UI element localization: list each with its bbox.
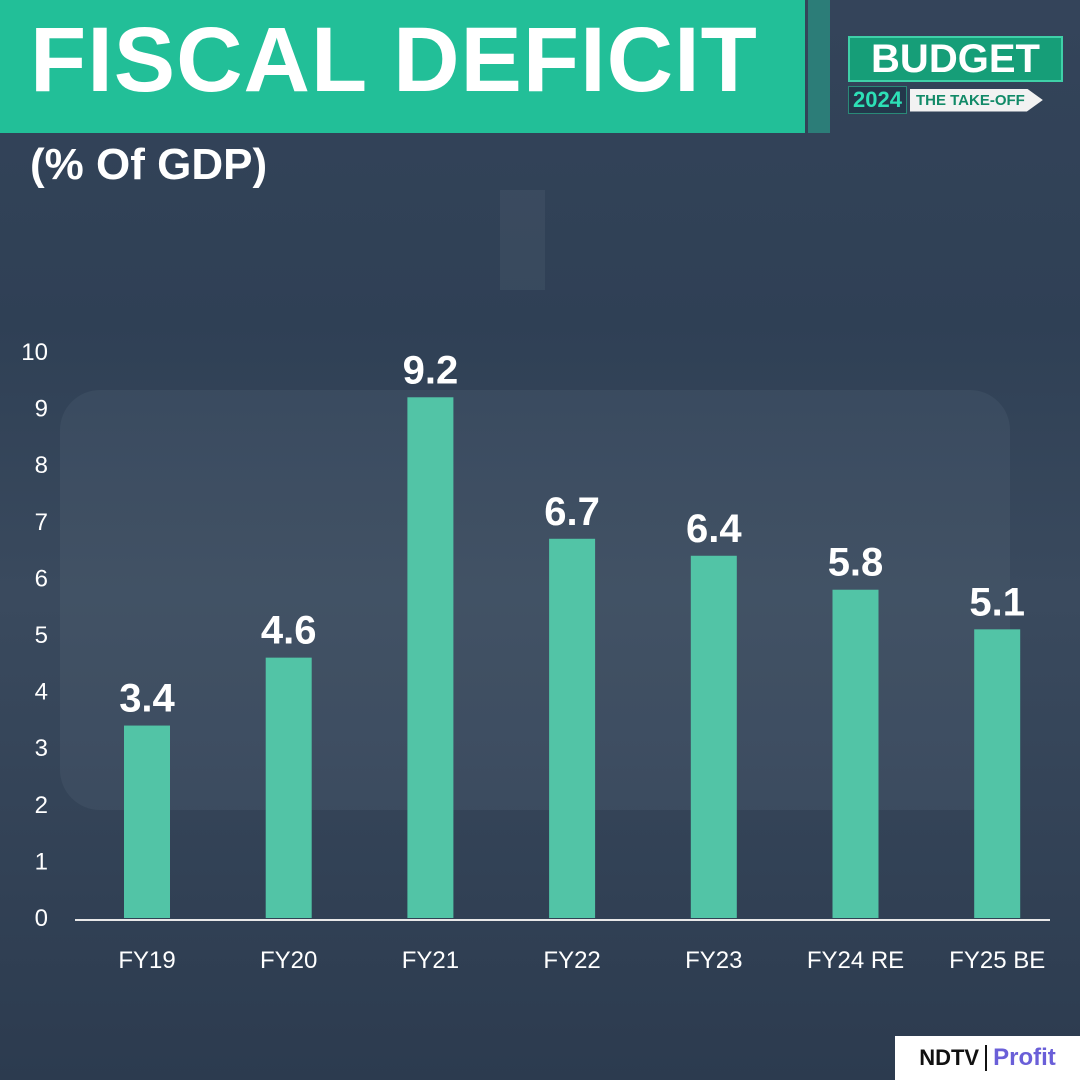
x-tick-label: FY21	[402, 947, 459, 974]
y-tick-label: 7	[35, 509, 48, 536]
y-tick-label: 6	[35, 565, 48, 592]
bar-fy21	[407, 397, 454, 918]
x-tick-label: FY25 BE	[949, 947, 1045, 974]
logo-profit: Profit	[993, 1044, 1056, 1071]
logo-tagline: THE TAKE-OFF	[909, 88, 1043, 112]
x-tick-label: FY23	[685, 947, 742, 974]
x-tick-label: FY24 RE	[807, 947, 904, 974]
logo-separator	[985, 1045, 988, 1071]
y-tick-label: 3	[35, 735, 48, 762]
y-tick-label: 4	[35, 679, 48, 706]
y-tick-label: 0	[35, 905, 48, 932]
bar-fy19	[124, 725, 170, 918]
logo-year: 2024	[848, 86, 907, 114]
data-label: 3.4	[119, 677, 175, 721]
bar-fy25-be	[974, 629, 1021, 918]
y-tick-label: 5	[35, 622, 48, 649]
chart-title: FISCAL DEFICIT	[30, 9, 758, 111]
y-tick-label: 1	[35, 848, 48, 875]
data-label: 9.2	[403, 348, 459, 392]
ndtv-profit-logo: NDTV Profit	[895, 1036, 1080, 1080]
data-label: 5.8	[828, 541, 884, 585]
y-tick-label: 8	[35, 452, 48, 479]
y-tick-label: 9	[35, 396, 48, 423]
chart-subtitle: (% Of GDP)	[30, 140, 268, 189]
budget-2024-logo: BUDGET 2024 THE TAKE-OFF	[848, 36, 1063, 114]
bar-fy22	[549, 538, 596, 918]
data-label: 4.6	[261, 609, 317, 653]
data-label: 5.1	[969, 580, 1025, 624]
bar-fy24-re	[832, 589, 879, 918]
y-tick-label: 10	[21, 339, 48, 366]
x-tick-label: FY22	[543, 947, 600, 974]
bar-fy20	[265, 657, 312, 918]
logo-ndtv: NDTV	[919, 1045, 980, 1070]
banner-strip	[808, 0, 830, 133]
background-building	[500, 190, 545, 290]
x-tick-label: FY20	[260, 947, 317, 974]
data-label: 6.4	[686, 507, 742, 551]
logo-budget: BUDGET	[848, 36, 1063, 82]
data-label: 6.7	[544, 490, 600, 534]
y-tick-label: 2	[35, 792, 48, 819]
bar-fy23	[690, 555, 737, 918]
title-banner: FISCAL DEFICIT	[0, 0, 805, 133]
x-tick-label: FY19	[118, 947, 175, 974]
